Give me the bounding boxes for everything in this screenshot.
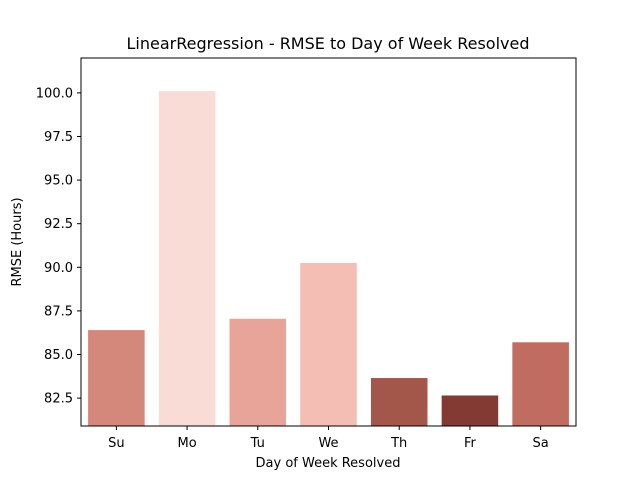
x-tick-label: Tu	[250, 436, 265, 451]
y-tick-label: 90.0	[44, 261, 73, 276]
y-axis-ticks: 82.5 85.0 87.5 90.0 92.5 95.0 97.5 100.0	[36, 86, 81, 407]
y-tick-label: 95.0	[44, 174, 73, 189]
x-tick-label: Su	[108, 436, 125, 451]
bar-sa	[512, 342, 569, 426]
bars-group	[88, 91, 569, 426]
bar-we	[300, 262, 357, 426]
bar-fr	[441, 395, 499, 426]
y-tick-label: 100.0	[36, 86, 73, 101]
bar-su	[88, 330, 145, 426]
y-tick-label: 87.5	[44, 304, 73, 319]
y-tick-label: 82.5	[44, 392, 73, 407]
bar-th	[370, 378, 428, 426]
x-tick-label: We	[318, 436, 338, 451]
plot-frame	[80, 57, 577, 427]
y-tick-label: 85.0	[44, 348, 73, 363]
x-tick-label: Th	[390, 436, 407, 451]
x-axis-label: Day of Week Resolved	[256, 456, 401, 471]
x-axis-ticks: Su Mo Tu We Th Fr Sa	[108, 426, 549, 451]
x-tick-label: Fr	[464, 436, 477, 451]
bar-mo	[158, 91, 216, 426]
x-tick-label: Sa	[533, 436, 549, 451]
y-tick-label: 92.5	[44, 217, 73, 232]
y-axis-label: RMSE (Hours)	[10, 197, 25, 286]
bar-tu	[229, 318, 287, 426]
chart-title: LinearRegression - RMSE to Day of Week R…	[127, 34, 530, 53]
y-tick-label: 97.5	[44, 130, 73, 145]
x-tick-label: Mo	[177, 436, 196, 451]
